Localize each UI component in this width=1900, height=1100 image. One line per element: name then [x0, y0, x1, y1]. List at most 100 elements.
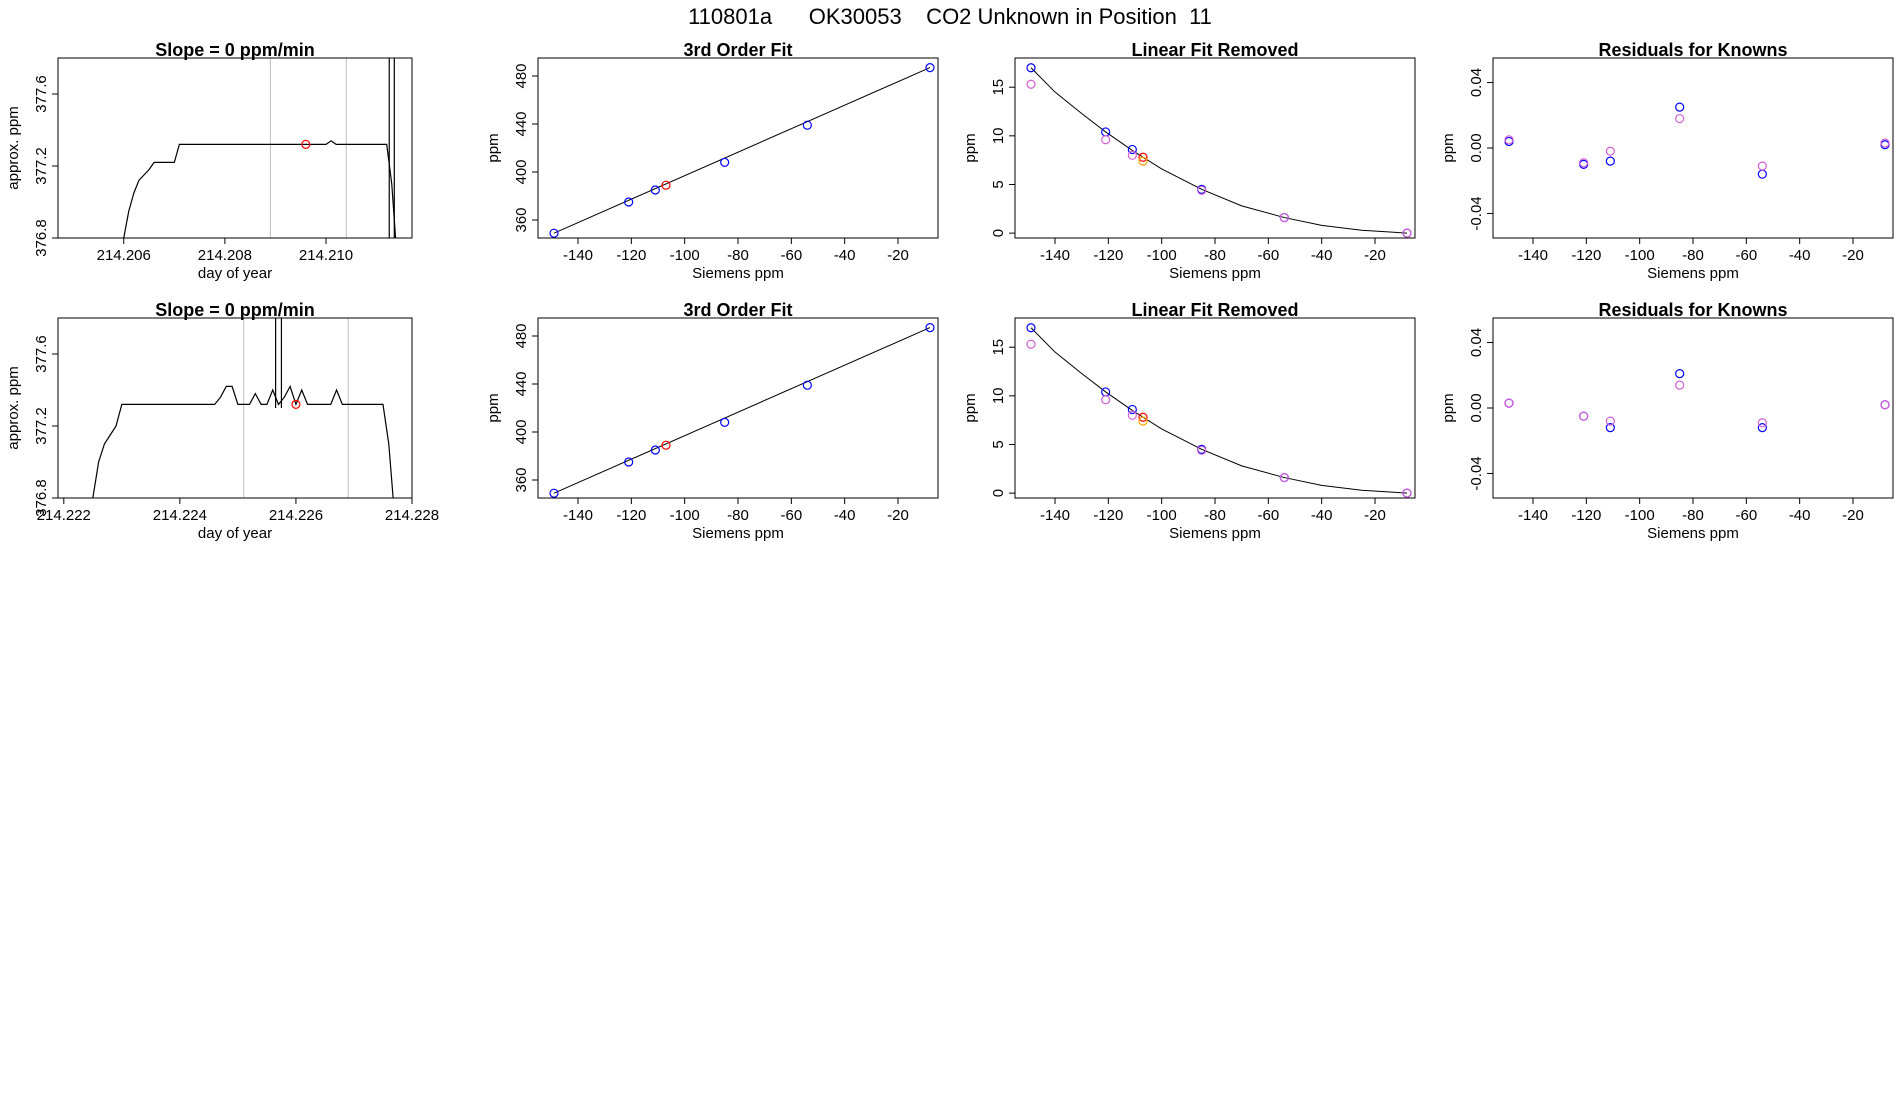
x-tick-label: -20 — [887, 247, 909, 264]
chart-panel: Linear Fit Removed -140 -120 -100 -80 -60 -40 -… — [962, 40, 1416, 282]
data-point — [1605, 146, 1615, 156]
chart-title: 3rd Order Fit — [683, 300, 792, 320]
y-tick-label: 440 — [513, 111, 530, 136]
fit-curve — [1030, 67, 1408, 234]
data-point — [1880, 138, 1890, 148]
data-point — [650, 445, 660, 455]
data-point — [301, 139, 311, 149]
data-point — [1675, 113, 1685, 124]
fit-curve — [553, 327, 931, 494]
data-point — [1402, 488, 1412, 498]
data-point — [549, 228, 559, 238]
x-axis-label: Siemens ppm — [1169, 525, 1261, 542]
x-tick-label: -40 — [834, 507, 856, 524]
x-tick-label: -140 — [1518, 247, 1548, 264]
y-tick-label: 377.2 — [33, 147, 50, 185]
x-tick-label: -80 — [1682, 507, 1704, 524]
y-tick-label: 0.00 — [1468, 393, 1485, 422]
chart-panel: Slope = 0 ppm/min 214.222 214.224 214.226 21… — [5, 300, 439, 542]
data-point — [925, 323, 935, 333]
data-point — [1675, 369, 1685, 379]
x-tick-label: -40 — [834, 247, 856, 264]
x-tick-label: 214.222 — [37, 507, 91, 524]
x-tick-label: -60 — [780, 247, 802, 264]
data-point — [661, 440, 671, 450]
plot-area — [549, 62, 935, 238]
data-point — [1402, 228, 1412, 238]
data-point — [1880, 400, 1890, 410]
plot-area — [1026, 63, 1412, 238]
x-tick-label: 214.208 — [198, 247, 252, 264]
x-tick-label: -120 — [616, 507, 646, 524]
y-axis-label: ppm — [485, 393, 502, 422]
y-tick-label: 377.6 — [33, 335, 50, 373]
y-tick-label: 5 — [990, 180, 1007, 188]
data-point — [1127, 144, 1137, 155]
plot-frame — [537, 57, 939, 239]
data-point — [1197, 445, 1207, 455]
chart-panel: Residuals for Knowns -140 -120 -100 -80 -60 -4… — [1440, 40, 1894, 282]
x-tick-label: -100 — [1147, 507, 1177, 524]
fit-curve — [553, 67, 931, 234]
data-point — [291, 399, 301, 409]
x-tick-label: -140 — [563, 247, 593, 264]
y-tick-label: 480 — [513, 323, 530, 348]
plot-frame — [1014, 317, 1416, 499]
data-point — [1504, 398, 1514, 408]
y-tick-label: 440 — [513, 371, 530, 396]
x-tick-label: -60 — [1735, 247, 1757, 264]
data-point — [720, 157, 730, 167]
y-tick-label: 400 — [513, 419, 530, 444]
y-tick-label: 360 — [513, 207, 530, 232]
x-tick-label: -140 — [1518, 507, 1548, 524]
x-tick-label: 214.224 — [153, 507, 207, 524]
x-tick-label: 214.210 — [299, 247, 353, 264]
data-point — [1675, 102, 1685, 112]
x-tick-label: -120 — [616, 247, 646, 264]
y-axis-label: ppm — [485, 133, 502, 162]
chart-panel: Linear Fit Removed -140 -120 -100 -80 -60 -40 -… — [962, 300, 1416, 542]
data-point — [661, 180, 671, 190]
series-line — [119, 140, 397, 238]
x-tick-label: -20 — [1364, 507, 1386, 524]
y-tick-label: 400 — [513, 159, 530, 184]
x-axis-label: Siemens ppm — [1647, 525, 1739, 542]
data-point — [802, 380, 812, 390]
x-axis-label: Siemens ppm — [1169, 265, 1261, 282]
x-tick-label: -40 — [1311, 507, 1333, 524]
data-point — [1757, 161, 1767, 171]
plot-frame — [537, 317, 939, 499]
x-tick-label: -80 — [1204, 247, 1226, 264]
x-tick-label: -20 — [887, 507, 909, 524]
chart-panel: Slope = 0 ppm/min 214.206 214.208 214.210 37… — [5, 40, 413, 282]
x-axis-label: Siemens ppm — [692, 525, 784, 542]
data-point — [1127, 150, 1137, 160]
y-axis-label: ppm — [1440, 393, 1457, 422]
plot-frame — [1492, 317, 1894, 499]
x-axis-label: day of year — [198, 265, 272, 282]
y-axis-label: approx. ppm — [5, 366, 22, 449]
chart-title: Linear Fit Removed — [1131, 300, 1298, 320]
chart-title: Linear Fit Removed — [1131, 40, 1298, 60]
x-tick-label: -100 — [670, 247, 700, 264]
data-point — [1026, 339, 1036, 349]
y-tick-label: 0.00 — [1468, 133, 1485, 162]
y-axis-label: approx. ppm — [5, 106, 22, 189]
y-axis-label: ppm — [1440, 133, 1457, 162]
data-point — [1101, 395, 1111, 405]
x-tick-label: -80 — [1682, 247, 1704, 264]
x-tick-label: -120 — [1093, 247, 1123, 264]
data-point — [650, 185, 660, 195]
data-point — [1197, 185, 1207, 195]
x-axis-label: Siemens ppm — [692, 265, 784, 282]
data-point — [1579, 158, 1589, 168]
x-tick-label: 214.226 — [269, 507, 323, 524]
data-point — [1101, 135, 1111, 145]
data-point — [1138, 416, 1148, 426]
plot-area — [1504, 102, 1890, 179]
y-axis-label: ppm — [962, 133, 979, 162]
data-point — [1026, 63, 1036, 73]
y-tick-label: 10 — [990, 127, 1007, 144]
y-tick-label: 15 — [990, 79, 1007, 96]
data-point — [802, 120, 812, 130]
